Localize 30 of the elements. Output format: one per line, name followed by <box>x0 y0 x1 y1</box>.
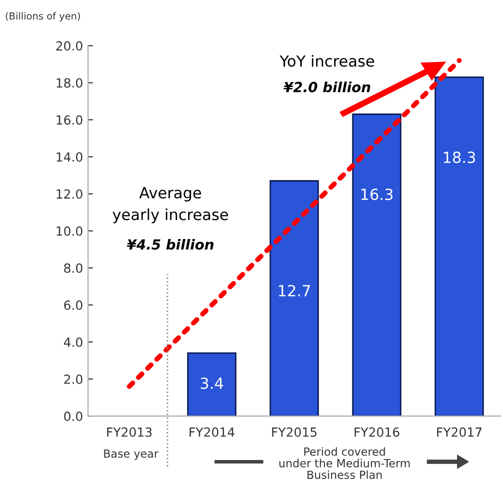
data-label: 18.3 <box>444 152 476 164</box>
x-tick-label: FY2016 <box>354 427 400 437</box>
bar <box>434 76 484 416</box>
annotation: Average yearly increase <box>112 187 228 224</box>
x-tick-label: FY2015 <box>272 427 316 437</box>
y-tick-label: 18.0 <box>56 78 82 88</box>
y-tick-label: 4.0 <box>64 337 82 347</box>
y-tick-label: 0.0 <box>64 412 82 421</box>
y-axis-title: (Billions of yen) <box>6 12 80 22</box>
text: Period covered under the Medium-Term Business Plan <box>279 447 410 479</box>
annotation: ¥4.5 billion <box>126 238 214 250</box>
x-tick-label: FY2013 <box>107 427 152 437</box>
bar <box>187 352 236 416</box>
annotation: ¥2.0 billion <box>284 82 370 92</box>
data-label: 16.3 <box>361 188 393 200</box>
bar <box>270 180 319 416</box>
text: Base year <box>104 450 158 460</box>
y-tick-label: 10.0 <box>56 226 82 236</box>
data-label: 3.4 <box>200 377 224 390</box>
annotation: YoY increase <box>280 54 374 67</box>
data-label: 12.7 <box>278 284 310 296</box>
x-tick-label: FY2014 <box>190 427 234 437</box>
y-tick-label: 6.0 <box>64 300 82 310</box>
y-tick-label: 8.0 <box>64 263 82 273</box>
y-tick-label: 12.0 <box>56 189 82 199</box>
x-tick-label: FY2017 <box>437 427 482 437</box>
y-tick-label: 16.0 <box>56 115 82 125</box>
y-tick-label: 14.0 <box>56 152 82 162</box>
y-tick-label: 2.0 <box>64 374 82 384</box>
y-tick-label: 20.0 <box>56 41 82 51</box>
